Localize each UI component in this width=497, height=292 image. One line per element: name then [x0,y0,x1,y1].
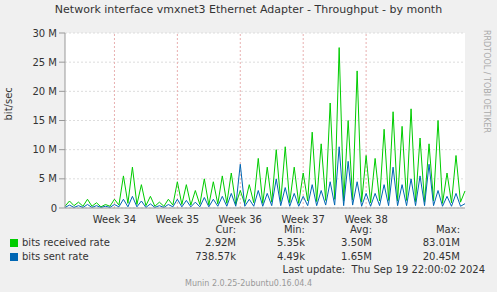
svg-text:Week 35: Week 35 [156,214,199,225]
html-text:738.57k: 738.57k [195,251,236,262]
html-text:1.65M: 1.65M [341,251,372,262]
html-text:Munin 2.0.25-2ubuntu0.16.04.4: Munin 2.0.25-2ubuntu0.16.04.4 [185,279,312,288]
svg-text:Week 36: Week 36 [219,214,262,225]
html-text:Network interface vmxnet3 Ethe: Network interface vmxnet3 Ethernet Adapt… [54,3,443,16]
svg-text:30 M: 30 M [32,28,57,39]
html-text:RRDTOOL / TOBI OETIKER: RRDTOOL / TOBI OETIKER [482,30,491,133]
html-text:3.50M: 3.50M [341,237,372,248]
html-text:83.01M: 83.01M [422,237,460,248]
svg-text:Week 37: Week 37 [282,214,325,225]
html-text:4.49k: 4.49k [276,251,305,262]
html-text:bits sent rate: bits sent rate [22,251,89,262]
svg-text:0: 0 [51,203,57,214]
html-text:bits received rate: bits received rate [22,237,110,248]
svg-text:Week 34: Week 34 [93,214,136,225]
html-text:Avg:: Avg: [350,224,372,235]
svg-text:bit/sec: bit/sec [8,87,14,120]
svg-text:20 M: 20 M [32,86,57,97]
svg-text:5 M: 5 M [39,173,57,184]
html-text:Min:: Min: [283,224,305,235]
html-text:2.92M: 2.92M [205,237,236,248]
svg-text:Week 38: Week 38 [344,214,387,225]
svg-text:15 M: 15 M [32,115,57,126]
html-text:Cur:: Cur: [215,224,236,235]
html-text:Last update: Thu Sep 19 22:00:: Last update: Thu Sep 19 22:00:02 2024 [282,264,485,275]
html-text:5.35k: 5.35k [276,237,305,248]
svg-text:10 M: 10 M [32,144,57,155]
html-text:Max:: Max: [436,224,460,235]
svg-text:25 M: 25 M [32,57,57,68]
html-text:20.45M: 20.45M [422,251,460,262]
